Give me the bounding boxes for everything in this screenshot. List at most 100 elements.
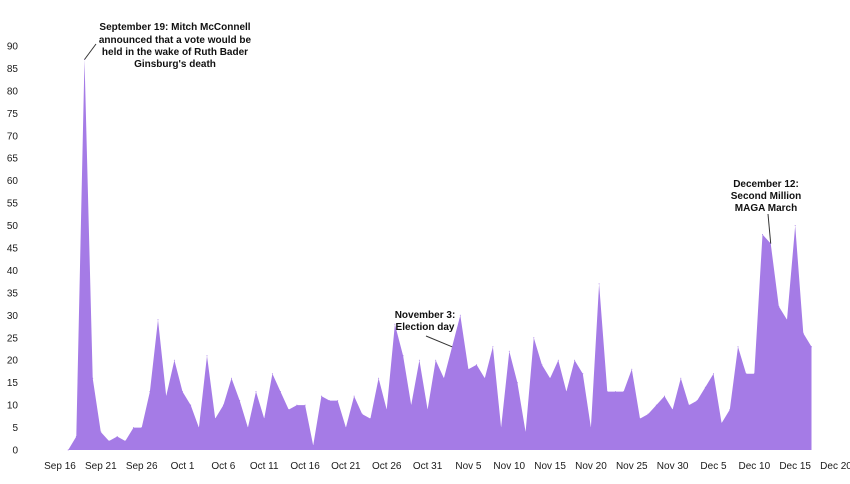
annotation-leader-line: [425, 335, 453, 348]
data-point: [182, 391, 183, 393]
y-tick-label: 30: [7, 311, 19, 322]
x-tick-label: Oct 6: [211, 461, 235, 472]
y-tick-label: 10: [7, 401, 19, 412]
data-point: [737, 346, 739, 348]
data-point: [582, 373, 584, 375]
data-point: [394, 323, 396, 325]
data-point: [345, 427, 347, 429]
data-point: [802, 332, 804, 334]
data-point: [549, 377, 551, 379]
annotations: September 19: Mitch McConnell announced …: [84, 22, 802, 348]
data-point: [402, 355, 404, 357]
data-point: [239, 400, 241, 402]
data-point: [369, 418, 371, 420]
data-point: [786, 319, 788, 321]
annotation-maga-march: December 12: Second Million MAGA March: [731, 179, 802, 244]
data-point: [124, 440, 126, 442]
data-point: [386, 409, 388, 411]
data-point: [680, 377, 682, 379]
data-point: [533, 337, 535, 339]
data-point: [435, 359, 437, 361]
x-tick-label: Sep 21: [85, 461, 117, 472]
data-point: [304, 404, 306, 406]
y-tick-label: 0: [12, 446, 18, 457]
data-point: [206, 355, 208, 357]
y-tick-label: 70: [7, 131, 19, 142]
x-tick-label: Sep 16: [44, 461, 76, 472]
data-point: [361, 413, 363, 415]
x-tick-label: Dec 10: [738, 461, 770, 472]
data-point: [557, 359, 559, 361]
data-point: [312, 445, 314, 446]
data-point: [378, 377, 380, 379]
annotation-election-day: November 3: Election day: [395, 310, 456, 348]
data-point: [108, 440, 110, 442]
x-tick-label: Dec 20: [820, 461, 850, 472]
data-point: [745, 373, 747, 375]
data-point: [418, 359, 420, 361]
data-point: [467, 368, 469, 370]
data-point: [762, 234, 763, 235]
annotation-text: November 3:: [395, 310, 456, 321]
y-tick-label: 35: [7, 288, 19, 299]
y-axis: 0 5 10 15 20 25 30 35 40 45 50 55 60 65 70 75 80 85 90: [7, 42, 19, 457]
data-point: [794, 225, 796, 227]
data-point: [729, 409, 731, 411]
x-tick-label: Dec 5: [700, 461, 727, 472]
data-point: [598, 283, 600, 285]
data-point: [664, 395, 665, 397]
y-tick-label: 65: [7, 154, 19, 165]
data-point: [606, 391, 608, 393]
data-point: [639, 418, 641, 420]
data-point: [231, 377, 232, 379]
annotation-leader-line: [767, 213, 772, 244]
annotation-mcconnell: September 19: Mitch McConnell announced …: [84, 22, 252, 70]
y-tick-label: 80: [7, 86, 19, 97]
data-point: [704, 386, 706, 388]
x-tick-label: Oct 21: [331, 461, 361, 472]
data-point: [516, 382, 518, 384]
data-point: [508, 350, 510, 352]
y-tick-label: 55: [7, 199, 19, 210]
x-tick-label: Nov 15: [534, 461, 566, 472]
data-point: [116, 436, 118, 437]
annotation-text: Second Million: [731, 191, 802, 202]
annotation-text: held in the wake of Ruth Bader: [102, 47, 248, 58]
y-tick-label: 75: [7, 109, 19, 120]
y-tick-label: 20: [7, 356, 19, 367]
y-tick-label: 50: [7, 221, 19, 232]
data-point: [149, 391, 151, 393]
data-point: [615, 391, 616, 393]
data-point: [100, 431, 102, 433]
data-point: [753, 373, 755, 375]
data-point: [713, 373, 714, 375]
annotation-text: December 12:: [733, 179, 799, 190]
data-point: [647, 413, 649, 415]
y-tick-label: 45: [7, 244, 19, 255]
data-point: [778, 305, 780, 307]
annotation-text: MAGA March: [735, 203, 797, 214]
data-point: [190, 404, 192, 406]
data-point: [541, 364, 543, 366]
x-tick-label: Sep 26: [126, 461, 158, 472]
annotation-text: September 19: Mitch McConnell: [99, 22, 250, 33]
y-tick-label: 5: [12, 423, 18, 434]
data-point: [263, 418, 265, 420]
data-point: [525, 431, 527, 433]
data-point: [476, 364, 478, 366]
data-point: [288, 409, 290, 411]
annotation-text: announced that a vote would be: [99, 35, 252, 46]
data-point: [271, 373, 273, 375]
data-point: [280, 391, 281, 393]
data-point: [222, 404, 224, 406]
x-tick-label: Nov 10: [493, 461, 525, 472]
data-point: [811, 346, 812, 348]
y-tick-label: 40: [7, 266, 19, 277]
data-point: [721, 422, 723, 424]
data-point: [75, 436, 77, 437]
annotation-text: Ginsburg's death: [134, 59, 216, 70]
data-point: [574, 359, 576, 361]
x-tick-label: Oct 1: [171, 461, 195, 472]
data-point: [67, 449, 69, 451]
data-point: [141, 427, 143, 429]
